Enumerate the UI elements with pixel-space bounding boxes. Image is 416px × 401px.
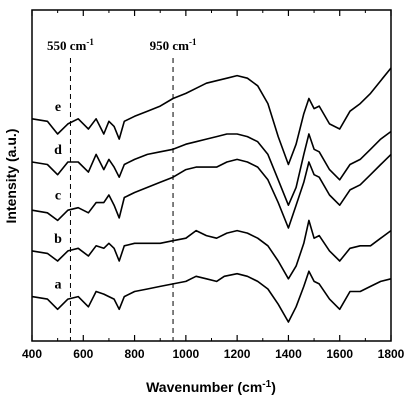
x-axis-label-superscript: -1 xyxy=(262,379,271,390)
series-line-b xyxy=(31,219,392,280)
series-line-a xyxy=(31,270,392,323)
x-tick-label: 1600 xyxy=(326,347,353,361)
series-line-c xyxy=(31,153,392,229)
plot-frame xyxy=(31,9,392,342)
x-tick-label: 1400 xyxy=(275,347,302,361)
curve-label-e: e xyxy=(55,100,61,115)
curve-label-b: b xyxy=(54,232,62,247)
annotation-label: 550 cm-1 xyxy=(47,37,94,53)
x-axis-ticks xyxy=(31,10,392,341)
series-group xyxy=(31,67,392,323)
curve-label-a: a xyxy=(55,278,62,293)
curve-label-c: c xyxy=(55,189,61,204)
x-tick-label: 400 xyxy=(22,347,42,361)
series-line-d xyxy=(31,130,392,206)
x-axis-label: Wavenumber (cm-1) xyxy=(146,379,276,395)
curve-labels: a b c d e xyxy=(54,100,62,293)
y-axis-label: Intensity (a.u.) xyxy=(3,129,19,224)
x-axis-tick-labels: 400 600 800 1000 1200 1400 1600 1800 xyxy=(22,347,405,361)
x-axis-label-end: ) xyxy=(271,379,276,395)
curve-label-d: d xyxy=(54,143,62,158)
x-tick-label: 600 xyxy=(73,347,93,361)
x-tick-label: 1800 xyxy=(378,347,405,361)
annotation-label: 950 cm-1 xyxy=(150,37,197,53)
annotations: 550 cm-1 950 cm-1 xyxy=(47,37,197,341)
series-line-e xyxy=(31,67,392,166)
x-tick-label: 1200 xyxy=(224,347,251,361)
x-tick-label: 800 xyxy=(125,347,145,361)
x-tick-label: 1000 xyxy=(173,347,200,361)
